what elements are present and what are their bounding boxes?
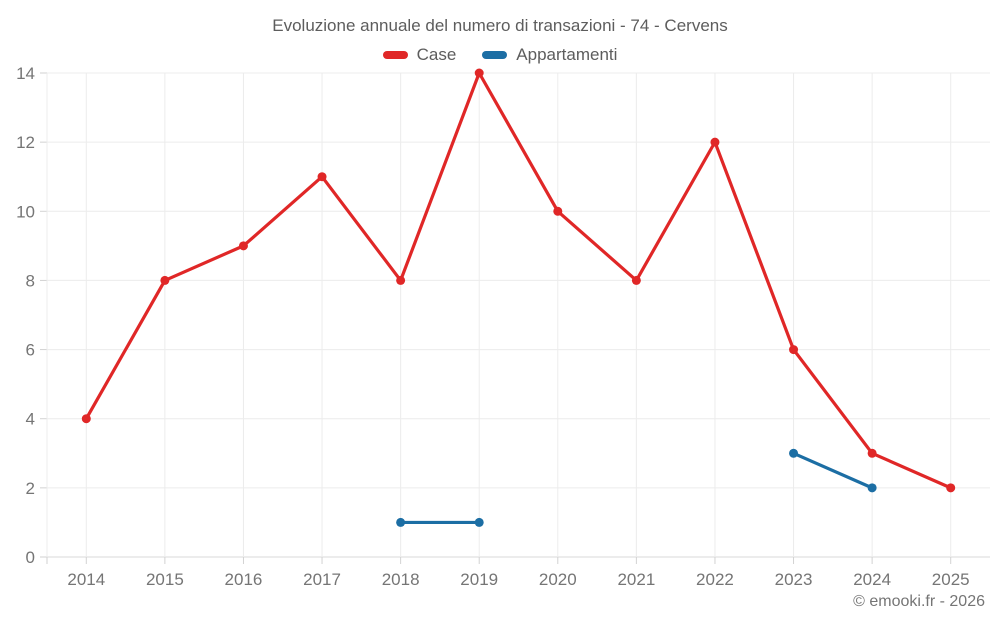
- legend-item-case: Case: [382, 45, 457, 65]
- y-axis-label: 6: [26, 341, 35, 360]
- data-point-case: [867, 448, 877, 458]
- x-axis-label: 2024: [853, 570, 891, 589]
- x-axis-label: 2023: [775, 570, 813, 589]
- data-point-case: [317, 172, 327, 182]
- y-axis-label: 4: [26, 410, 35, 429]
- x-axis-label: 2019: [460, 570, 498, 589]
- data-point-case: [631, 275, 641, 285]
- data-point-case: [81, 414, 91, 424]
- data-point-case: [789, 345, 799, 355]
- legend-swatch-case-icon: [382, 51, 408, 59]
- series-line-appartamenti: [791, 451, 874, 490]
- x-axis-label: 2014: [67, 570, 105, 589]
- x-axis-label: 2022: [696, 570, 734, 589]
- chart-footer-credit: © emooki.fr - 2026: [853, 593, 985, 610]
- x-axis-label: 2016: [225, 570, 263, 589]
- y-axis-label: 2: [26, 479, 35, 498]
- legend-swatch-appartamenti-icon: [482, 51, 508, 59]
- data-point-case: [396, 275, 406, 285]
- x-axis-label: 2021: [617, 570, 655, 589]
- x-axis-label: 2020: [539, 570, 577, 589]
- x-axis-label: 2025: [932, 570, 970, 589]
- data-point-case: [710, 137, 720, 147]
- legend-label-case: Case: [416, 45, 457, 64]
- y-axis-label: 12: [16, 133, 35, 152]
- data-point-appartamenti: [396, 517, 406, 527]
- data-point-case: [474, 68, 484, 78]
- data-point-appartamenti: [474, 517, 484, 527]
- data-point-appartamenti: [867, 483, 877, 493]
- x-axis-label: 2017: [303, 570, 341, 589]
- y-axis-label: 0: [26, 548, 35, 567]
- y-axis-label: 8: [26, 271, 35, 290]
- legend-item-appartamenti: Appartamenti: [482, 45, 617, 65]
- legend-label-appartamenti: Appartamenti: [516, 45, 618, 64]
- data-point-case: [553, 206, 563, 216]
- chart-title: Evoluzione annuale del numero di transaz…: [272, 16, 728, 35]
- chart-legend: Case Appartamenti: [0, 45, 1000, 65]
- series-line-case: [84, 71, 953, 490]
- x-axis-label: 2015: [146, 570, 184, 589]
- data-point-appartamenti: [789, 448, 799, 458]
- x-axis-label: 2018: [382, 570, 420, 589]
- data-point-case: [160, 275, 170, 285]
- y-axis-label: 14: [16, 64, 35, 83]
- y-axis-label: 10: [16, 202, 35, 221]
- data-point-case: [946, 483, 956, 493]
- data-point-case: [238, 241, 248, 251]
